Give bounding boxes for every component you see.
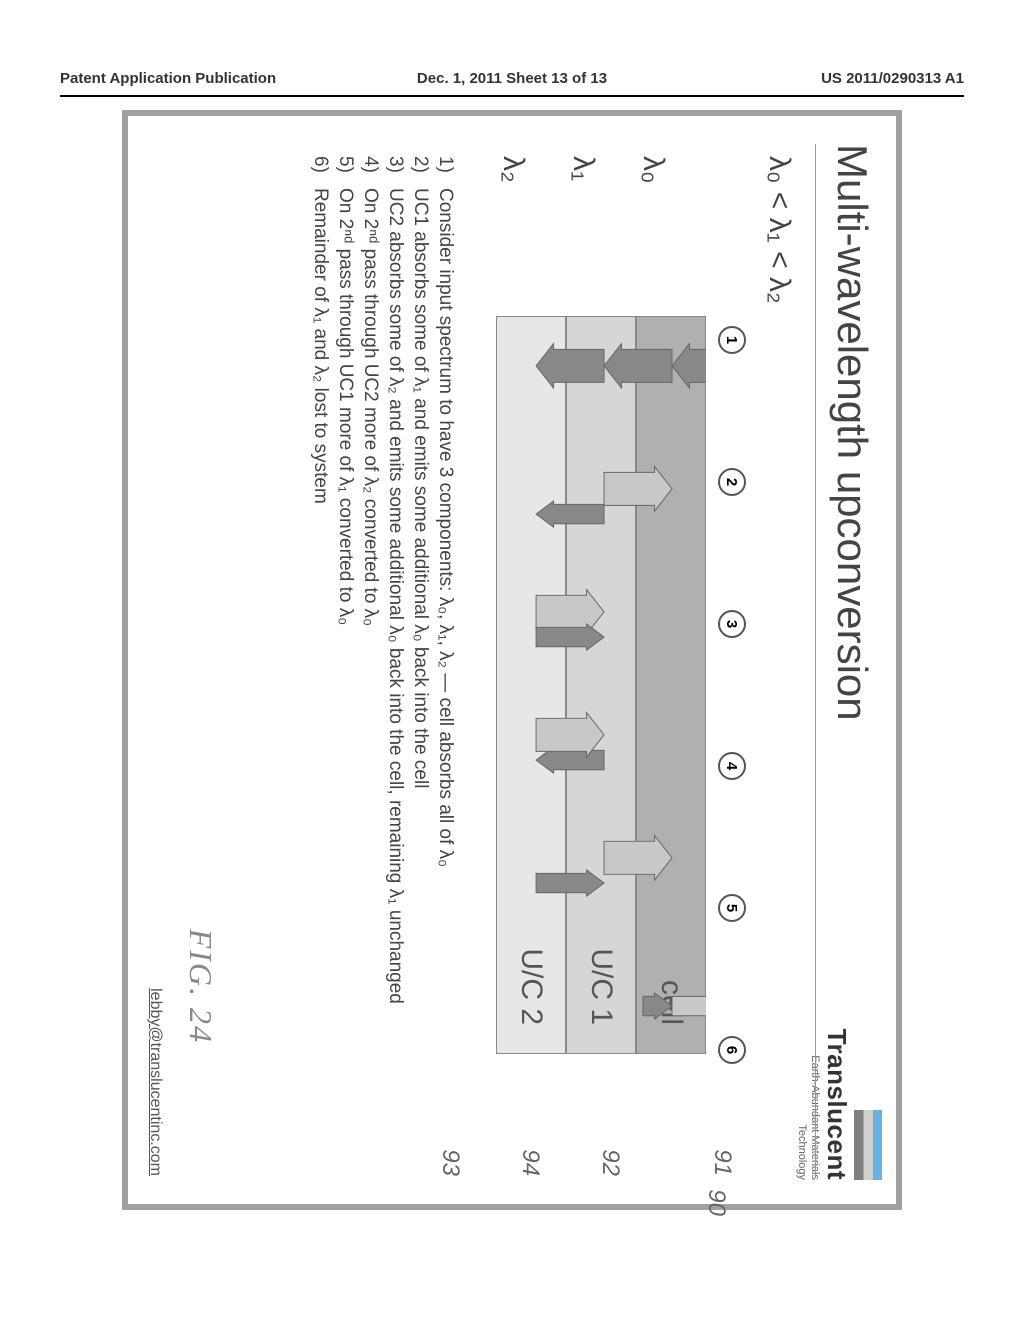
layer-cell: cell	[636, 316, 706, 1054]
step-circle-3: 3	[718, 610, 746, 638]
contact-email: lebby@translucentinc.com	[146, 988, 164, 1176]
slide-title: Multi-wavelength upconversion	[828, 144, 876, 1176]
page-header: Patent Application Publication Dec. 1, 2…	[0, 70, 1024, 87]
header-rule	[60, 95, 964, 97]
layer-uc1: U/C 1	[566, 316, 636, 1054]
step-circle-6: 6	[718, 1036, 746, 1064]
note-5: 5)On 2ⁿᵈ pass through UC1 more of λ₁ con…	[334, 156, 356, 1164]
logo-name: Translucent	[821, 1029, 852, 1180]
ref-92: 92	[596, 1149, 624, 1176]
note-3: 3)UC2 absorbs some of λ₂ and emits some …	[384, 156, 406, 1164]
process-notes: 1)Consider input spectrum to have 3 comp…	[306, 156, 456, 1164]
header-right: US 2011/0290313 A1	[663, 70, 964, 87]
note-6: 6)Remainder of λ₁ and λ₂ lost to system	[309, 156, 331, 1164]
layer-uc1-label: U/C 1	[584, 948, 618, 1025]
row-label-lambda0: λ₀	[636, 156, 670, 183]
title-divider	[815, 144, 816, 1176]
slide: Multi-wavelength upconversion Translucen…	[122, 110, 902, 1210]
step-circle-4: 4	[718, 752, 746, 780]
header-left: Patent Application Publication	[60, 70, 361, 87]
note-4: 4)On 2ⁿᵈ pass through UC2 more of λ₂ con…	[359, 156, 381, 1164]
step-numbers-row: 1 2 3 4 5 6	[718, 326, 746, 1064]
step-circle-1: 1	[718, 326, 746, 354]
layer-uc2-label: U/C 2	[514, 948, 548, 1025]
note-1: 1)Consider input spectrum to have 3 comp…	[434, 156, 456, 1164]
ref-90: 90	[702, 1189, 730, 1216]
logo-block: Translucent Earth-Abundant Materials Tec…	[796, 1029, 882, 1180]
logo-flag-icon	[854, 1110, 882, 1180]
note-2: 2)UC1 absorbs some of λ₁ and emits some …	[409, 156, 431, 1164]
ref-94: 94	[516, 1149, 544, 1176]
step-circle-5: 5	[718, 894, 746, 922]
logo-sub2: Technology	[796, 1029, 809, 1180]
row-label-lambda2: λ₂	[496, 156, 530, 183]
figure-label: FIG. 24	[182, 929, 219, 1044]
row-label-lambda1: λ₁	[566, 156, 600, 181]
layer-uc2: U/C 2	[496, 316, 566, 1054]
slide-rotated-container: Multi-wavelength upconversion Translucen…	[122, 110, 902, 1210]
layer-cell-label: cell	[654, 980, 688, 1025]
header-center: Dec. 1, 2011 Sheet 13 of 13	[361, 70, 662, 87]
step-circle-2: 2	[718, 468, 746, 496]
layer-stack: cell U/C 1 U/C 2	[496, 316, 706, 1054]
wavelength-inequality: λ₀ < λ₁ < λ₂	[762, 156, 796, 304]
ref-91: 91	[708, 1149, 736, 1176]
